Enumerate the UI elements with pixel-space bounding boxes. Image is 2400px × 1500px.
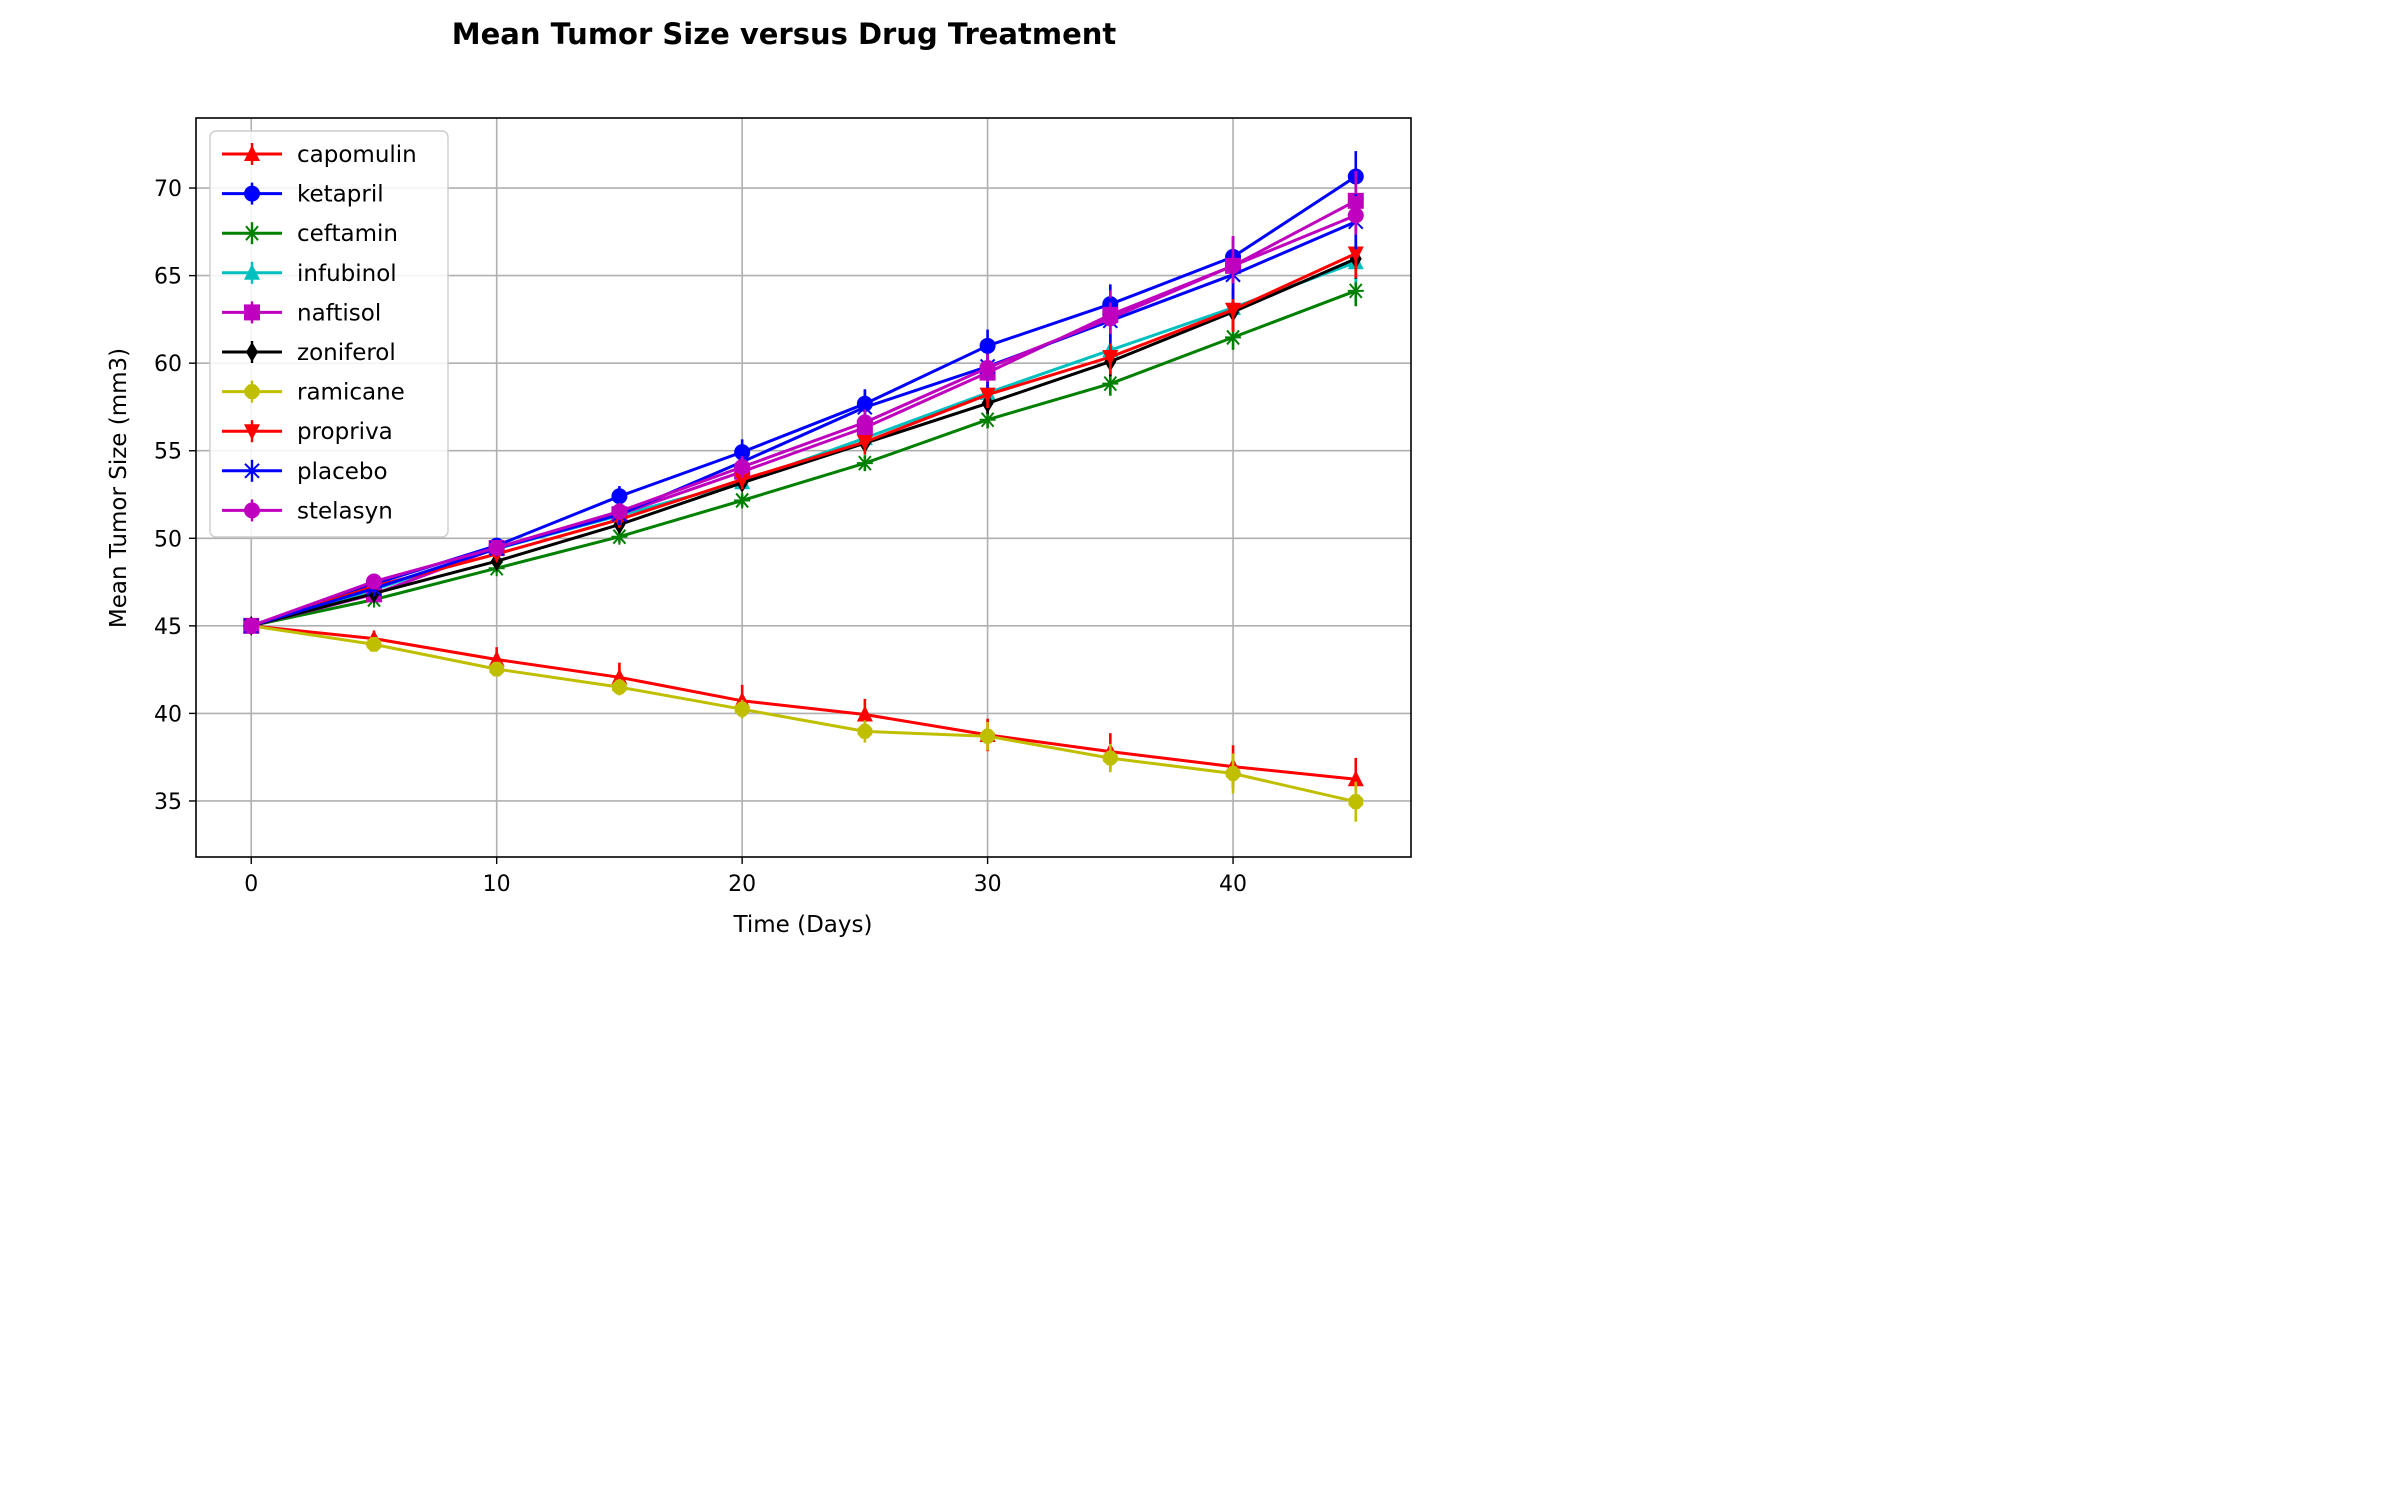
legend-label: propriva (297, 419, 393, 445)
data-point (979, 359, 996, 376)
legend-marker (244, 263, 260, 280)
legend-marker (246, 342, 258, 362)
data-point (612, 679, 627, 695)
legend-item-placebo: placebo (222, 459, 388, 485)
x-tick-label: 0 (244, 872, 258, 897)
data-point (1225, 329, 1242, 346)
data-point (1225, 766, 1241, 781)
x-tick-label: 40 (1219, 872, 1247, 897)
data-point (856, 455, 873, 472)
chart-title: Mean Tumor Size versus Drug Treatment (452, 17, 1117, 51)
data-point (1347, 770, 1364, 787)
y-tick-label: 55 (154, 440, 182, 465)
series-line (250, 220, 1357, 628)
legend-marker (244, 424, 260, 441)
data-point (734, 492, 751, 509)
legend-label: placebo (297, 459, 388, 485)
y-tick-label: 50 (154, 527, 182, 552)
legend-label: ramicane (297, 380, 405, 406)
series-group (243, 151, 1364, 822)
chart-container: Mean Tumor Size versus Drug Treatment 0 1… (0, 0, 1561, 976)
legend-marker (244, 145, 260, 161)
legend-item-ketapril: ketapril (222, 182, 384, 208)
series-stelasyn (243, 196, 1364, 634)
data-point (979, 387, 996, 404)
data-point (611, 488, 628, 505)
series-line (250, 252, 1357, 628)
legend-label: naftisol (297, 300, 381, 326)
data-point (1102, 310, 1119, 327)
series-line (250, 289, 1357, 628)
data-point (611, 503, 628, 520)
legend-marker (244, 304, 260, 321)
legend-label: zoniferol (297, 340, 396, 366)
legend-label: ceftamin (297, 221, 398, 247)
legend-label: stelasyn (297, 498, 393, 524)
legend-item-propriva: propriva (222, 419, 393, 445)
data-point (1225, 257, 1242, 274)
legend-label: infubinol (297, 261, 397, 287)
y-tick-label: 60 (154, 352, 182, 377)
legend-marker (244, 462, 260, 479)
legend-marker (244, 185, 260, 202)
data-point (488, 650, 505, 667)
legend-label: ketapril (297, 182, 384, 208)
data-point (734, 459, 751, 476)
data-point (1225, 302, 1242, 319)
x-tick-label: 30 (974, 872, 1002, 897)
x-axis-label: Time (Days) (733, 912, 873, 938)
legend-item-zoniferol: zoniferol (222, 340, 396, 366)
data-point (734, 701, 750, 717)
legend-item-ceftamin: ceftamin (222, 221, 398, 247)
legend-item-stelasyn: stelasyn (222, 498, 393, 524)
series-line (250, 257, 1357, 628)
data-point (611, 528, 628, 545)
series-line (250, 214, 1357, 628)
data-point (366, 637, 382, 652)
legend-item-ramicane: ramicane (222, 380, 405, 406)
legend-label: capomulin (297, 142, 417, 168)
legend-item-naftisol: naftisol (222, 300, 381, 326)
legend-marker (244, 384, 260, 399)
data-point (734, 472, 751, 489)
data-point (1102, 350, 1119, 367)
line-chart: Mean Tumor Size versus Drug Treatment 0 1… (0, 0, 1561, 976)
series-line (251, 624, 1356, 781)
x-tick-label: 10 (483, 872, 511, 897)
data-point (979, 411, 996, 428)
x-tick-label: 20 (728, 872, 756, 897)
legend-item-capomulin: capomulin (222, 142, 417, 168)
legend-marker (244, 225, 260, 242)
data-point (611, 668, 628, 685)
plot-frame (195, 117, 1412, 858)
y-tick-label: 65 (154, 265, 182, 290)
legend-marker (244, 502, 260, 519)
data-point (1347, 246, 1364, 263)
data-point (856, 414, 873, 431)
data-point (856, 705, 873, 722)
data-point (243, 617, 260, 634)
legend: capomulin ketapril ceftamin infubinol naftis… (209, 130, 449, 538)
data-point (1347, 207, 1364, 224)
y-tick-label: 40 (154, 702, 182, 727)
data-point (857, 724, 873, 739)
data-point (489, 661, 505, 677)
y-axis-label: Mean Tumor Size (mm3) (106, 348, 132, 628)
data-point (365, 573, 382, 590)
y-tick-label: 45 (154, 615, 182, 640)
data-point (1348, 794, 1364, 810)
data-point (980, 728, 995, 744)
y-tick-label: 35 (154, 790, 182, 815)
y-tick-label: 70 (154, 177, 182, 202)
data-point (488, 539, 505, 556)
series-line (250, 624, 1357, 804)
data-point (1102, 375, 1119, 392)
data-point (1347, 282, 1364, 299)
legend-item-infubinol: infubinol (222, 261, 397, 287)
data-point (856, 434, 873, 451)
axis-ticks: 0 10 20 30 40 35 40 45 50 55 60 65 70 (154, 177, 1247, 897)
data-point (1102, 750, 1118, 766)
